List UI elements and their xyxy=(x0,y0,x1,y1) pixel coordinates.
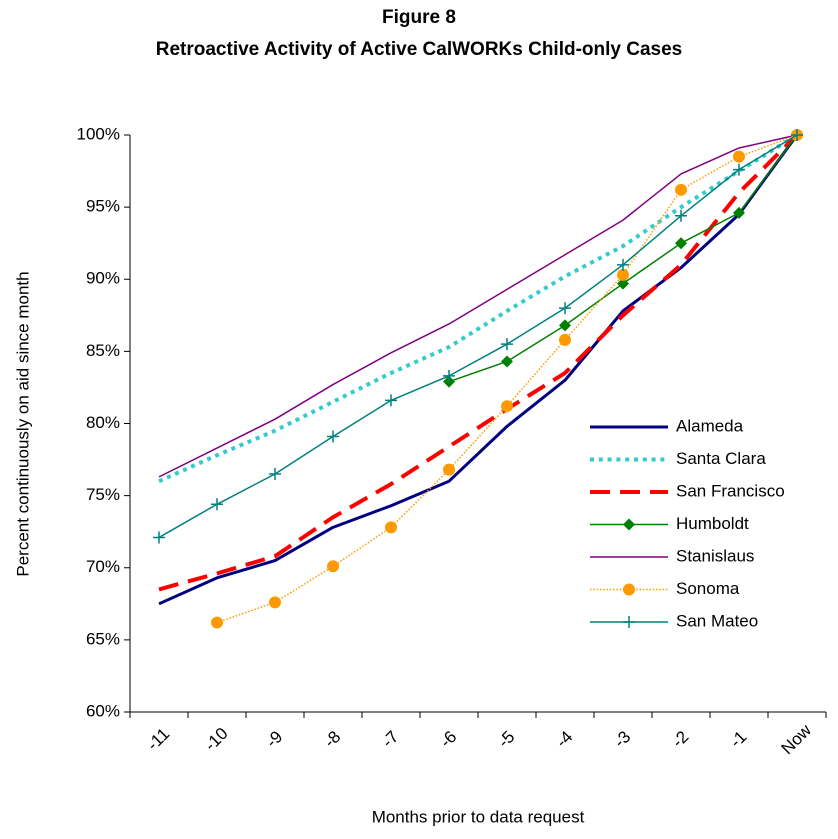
legend-label: Santa Clara xyxy=(676,449,766,468)
legend-label: Stanislaus xyxy=(676,546,754,565)
legend-label: Humboldt xyxy=(676,514,749,533)
point xyxy=(617,258,629,271)
legend-marker xyxy=(623,616,635,628)
point xyxy=(675,237,687,250)
x-tick-label: -4 xyxy=(552,727,576,751)
legend-label: Alameda xyxy=(676,416,744,435)
x-tick-label: -8 xyxy=(320,727,344,751)
point xyxy=(327,560,339,573)
series-line xyxy=(158,134,799,606)
y-tick-label: 85% xyxy=(86,341,120,360)
point xyxy=(501,400,513,413)
x-tick-label: -10 xyxy=(201,724,232,755)
y-tick-label: 60% xyxy=(86,701,120,720)
y-tick-label: 100% xyxy=(77,124,120,143)
legend-label: San Francisco xyxy=(676,481,785,500)
point xyxy=(501,338,513,351)
point xyxy=(443,463,455,476)
x-tick-label: Now xyxy=(778,720,816,758)
point xyxy=(559,302,571,315)
point xyxy=(385,394,397,407)
point xyxy=(675,183,687,196)
point xyxy=(327,430,339,443)
legend-marker xyxy=(623,518,635,531)
chart-title: Figure 8 xyxy=(382,7,456,28)
point xyxy=(269,596,281,609)
chart-subtitle: Retroactive Activity of Active CalWORKs … xyxy=(156,39,683,60)
point xyxy=(617,277,629,290)
point xyxy=(385,521,397,534)
point xyxy=(559,333,571,346)
point xyxy=(733,150,745,163)
y-tick-label: 65% xyxy=(86,629,120,648)
x-tick-label: -11 xyxy=(143,724,173,754)
series-line xyxy=(158,134,798,539)
legend-marker xyxy=(623,583,635,596)
legend-label: San Mateo xyxy=(676,611,758,630)
point xyxy=(443,369,455,382)
series-line xyxy=(158,133,799,484)
legend-label: Sonoma xyxy=(676,579,740,598)
x-tick-label: -2 xyxy=(668,727,692,751)
x-tick-label: -1 xyxy=(726,727,750,751)
series-line xyxy=(158,134,798,478)
y-tick-label: 90% xyxy=(86,269,120,288)
point xyxy=(501,355,513,368)
x-tick-label: -6 xyxy=(436,727,460,751)
x-axis-label: Months prior to data request xyxy=(372,807,585,826)
y-axis-label: Percent continuously on aid since month xyxy=(13,271,32,576)
point xyxy=(211,498,223,511)
x-tick-label: -9 xyxy=(262,727,286,751)
point xyxy=(153,531,165,544)
x-tick-label: -3 xyxy=(610,727,634,751)
point xyxy=(559,319,571,332)
y-tick-label: 70% xyxy=(86,557,120,576)
point xyxy=(733,163,745,176)
y-tick-label: 95% xyxy=(86,197,120,216)
x-tick-label: -7 xyxy=(378,727,402,751)
x-tick-label: -5 xyxy=(494,727,518,751)
point xyxy=(269,467,281,480)
series-line xyxy=(158,133,799,592)
point xyxy=(211,616,223,629)
point xyxy=(617,268,629,281)
y-tick-label: 80% xyxy=(86,413,120,432)
y-tick-label: 75% xyxy=(86,485,120,504)
point xyxy=(675,209,687,222)
point xyxy=(733,206,745,219)
point xyxy=(791,129,803,141)
